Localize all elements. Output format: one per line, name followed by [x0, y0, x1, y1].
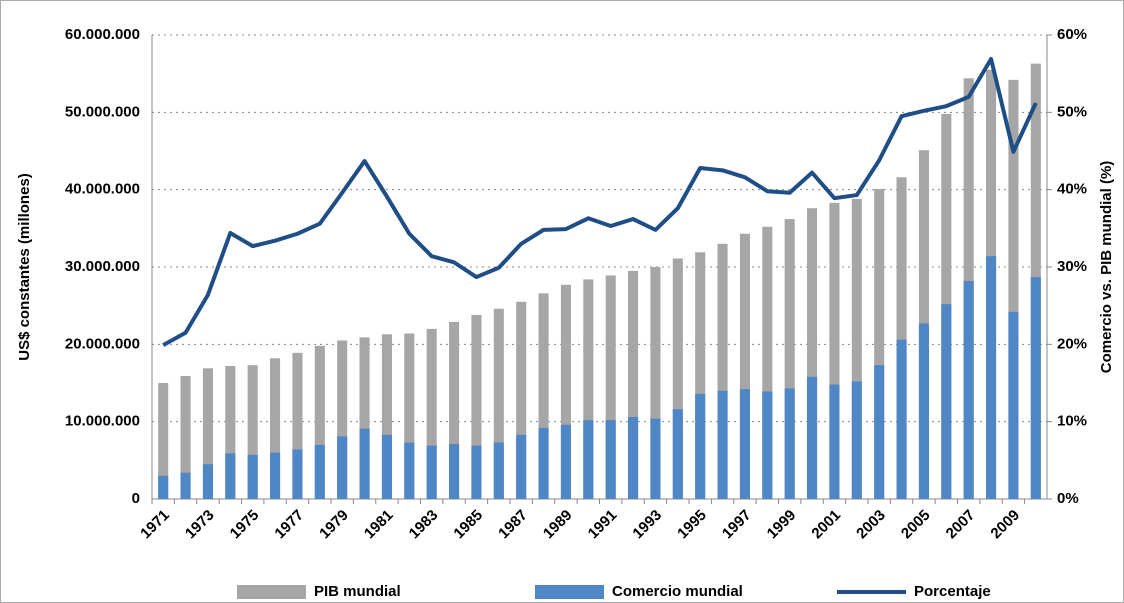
bar — [963, 280, 974, 499]
line — [162, 56, 1038, 347]
bar — [762, 391, 773, 499]
bar — [158, 475, 169, 499]
bar — [270, 452, 281, 499]
bar — [986, 256, 997, 499]
bar — [896, 339, 907, 499]
bar — [449, 444, 460, 499]
y2-tick-label: 0% — [1057, 490, 1079, 507]
bar — [918, 323, 929, 499]
bar — [650, 418, 661, 499]
y-tick-label: 50.000.000 — [65, 103, 140, 120]
bar — [426, 445, 437, 499]
bar — [247, 454, 258, 499]
bar — [381, 434, 392, 499]
bar — [560, 424, 571, 499]
y2-tick-label: 20% — [1057, 335, 1087, 352]
bar — [1030, 277, 1041, 499]
legend-swatch — [237, 585, 306, 599]
bar — [493, 308, 504, 499]
y-tick-label: 10.000.000 — [65, 413, 140, 430]
bar — [449, 321, 460, 499]
bar — [404, 442, 415, 499]
bar — [1008, 311, 1019, 499]
y-tick-label: 30.000.000 — [65, 258, 140, 275]
legend-label: PIB mundial — [314, 583, 401, 600]
bar — [941, 304, 952, 499]
bar — [202, 368, 213, 499]
bar — [896, 177, 907, 499]
bar — [784, 388, 795, 499]
bar — [516, 434, 527, 499]
y2-tick-label: 30% — [1057, 258, 1087, 275]
bar — [538, 293, 549, 499]
bar — [695, 393, 706, 499]
y2-tick-label: 10% — [1057, 413, 1087, 430]
bar — [381, 334, 392, 499]
bar — [292, 352, 303, 499]
y2-tick-label: 50% — [1057, 103, 1087, 120]
bar — [158, 383, 169, 499]
y-tick-label: 60.000.000 — [65, 26, 140, 43]
bar — [628, 417, 639, 499]
bar — [605, 275, 616, 499]
bar — [628, 270, 639, 499]
bar — [337, 436, 348, 499]
bar — [516, 301, 527, 499]
bar — [739, 233, 750, 499]
bar — [225, 453, 236, 499]
bar — [739, 389, 750, 499]
y2-tick-label: 40% — [1057, 181, 1087, 198]
bar — [180, 472, 191, 499]
bar — [829, 202, 840, 499]
bar — [225, 365, 236, 499]
bar — [874, 365, 885, 499]
bar — [717, 390, 728, 499]
y-tick-label: 20.000.000 — [65, 335, 140, 352]
y-axis-label: US$ constantes (millones) — [16, 173, 33, 361]
bar — [829, 384, 840, 499]
bar — [538, 427, 549, 499]
bar — [583, 279, 594, 499]
legend-label: Comercio mundial — [612, 583, 743, 600]
bar — [851, 198, 862, 500]
bar — [605, 420, 616, 499]
y-tick-label: 40.000.000 — [65, 181, 140, 198]
bar — [471, 445, 482, 499]
bar — [247, 365, 258, 499]
bar — [672, 258, 683, 499]
y2-axis-label: Comercio vs. PIB mundial (%) — [1098, 161, 1115, 374]
bar — [695, 252, 706, 499]
bar — [874, 188, 885, 500]
bar — [493, 442, 504, 499]
bar — [1008, 79, 1019, 499]
bar — [807, 208, 818, 499]
bar — [270, 358, 281, 499]
bar — [471, 314, 482, 499]
bar — [560, 284, 571, 499]
y-tick-label: 0 — [132, 490, 140, 507]
bar — [426, 328, 437, 499]
bar — [292, 449, 303, 499]
bar — [359, 428, 370, 499]
bar — [337, 340, 348, 499]
y2-tick-label: 60% — [1057, 26, 1087, 43]
bar — [762, 226, 773, 499]
bar — [650, 267, 661, 499]
bar — [717, 243, 728, 499]
legend-swatch — [535, 585, 604, 599]
bar — [784, 219, 795, 499]
bar — [202, 464, 213, 499]
bar — [583, 420, 594, 499]
bar — [314, 444, 325, 499]
legend-label: Porcentaje — [914, 583, 991, 600]
bar — [314, 345, 325, 499]
bar — [851, 381, 862, 499]
bar — [672, 409, 683, 499]
bar — [359, 337, 370, 499]
bar — [180, 376, 191, 499]
bar — [807, 376, 818, 499]
bar — [404, 333, 415, 499]
